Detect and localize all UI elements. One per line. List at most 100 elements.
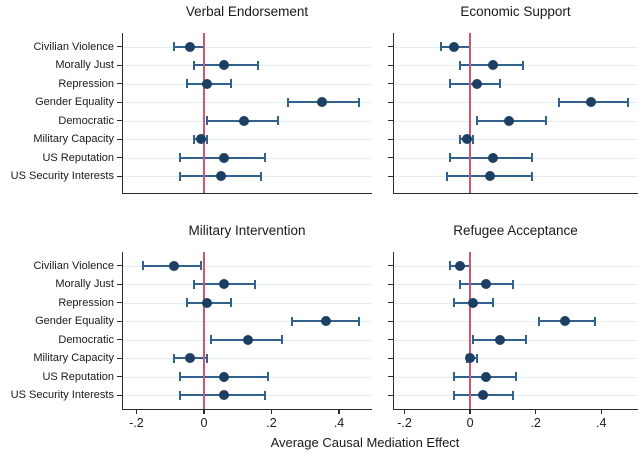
ci-cap-left — [472, 335, 475, 344]
point-estimate — [219, 279, 230, 289]
ci-cap-right — [524, 335, 527, 344]
point-estimate — [185, 353, 196, 363]
ci-cap-left — [537, 316, 540, 326]
point-estimate — [195, 134, 206, 144]
y-axis-tick — [117, 283, 122, 285]
ci-cap-left — [459, 279, 462, 289]
ci-cap-left — [179, 153, 182, 162]
ci-cap-left — [452, 298, 455, 307]
ci-cap-left — [206, 116, 209, 125]
category-label: Gender Equality — [35, 315, 114, 327]
y-axis-tick — [117, 357, 122, 359]
x-axis-tick — [600, 409, 602, 414]
x-axis-tick — [203, 409, 205, 414]
y-axis-tick — [388, 120, 393, 122]
y-axis-tick — [117, 376, 122, 378]
gridline — [123, 83, 372, 85]
ci-cap-right — [280, 335, 283, 344]
ci-cap-right — [492, 298, 495, 307]
ci-cap-right — [206, 134, 209, 144]
point-estimate — [478, 390, 489, 400]
gridline — [123, 302, 372, 304]
point-estimate — [468, 297, 479, 308]
category-label: Civilian Violence — [33, 40, 114, 53]
panel-title-refugee-acceptance: Refugee Acceptance — [453, 223, 578, 238]
y-axis-tick — [117, 64, 122, 66]
point-estimate — [219, 152, 230, 163]
point-estimate — [488, 152, 499, 163]
gridline — [123, 358, 372, 359]
point-estimate — [586, 97, 597, 107]
ci-cap-left — [172, 353, 175, 363]
gridline — [394, 102, 638, 103]
category-label: US Security Interests — [10, 170, 114, 182]
panel-title-verbal-endorsement: Verbal Endorsement — [185, 4, 309, 19]
y-axis-tick — [388, 283, 393, 285]
panel-verbal-endorsement — [117, 33, 372, 194]
y-axis-tick — [388, 138, 393, 140]
point-estimate — [481, 371, 492, 382]
y-axis-tick — [388, 265, 393, 267]
point-estimate — [461, 134, 472, 144]
y-axis-tick — [117, 46, 122, 48]
category-label: Morally Just — [55, 59, 114, 71]
ci-cap-right — [229, 79, 232, 88]
ci-cap-right — [263, 390, 266, 400]
ci-cap-right — [206, 353, 209, 363]
zero-reference-line — [469, 33, 472, 193]
x-axis-tick — [534, 409, 537, 414]
point-estimate — [202, 297, 213, 308]
gridline — [123, 321, 372, 322]
ci-cap-right — [521, 60, 524, 70]
ci-cap-left — [179, 372, 182, 381]
gridline — [123, 265, 372, 267]
ci-cap-left — [449, 261, 452, 270]
y-axis-tick — [388, 357, 393, 359]
ci-cap-right — [475, 353, 478, 363]
point-estimate — [185, 41, 196, 52]
category-label: US Reputation — [42, 370, 114, 383]
zero-reference-line — [202, 252, 205, 409]
y-axis-tick — [117, 320, 122, 322]
ci-cap-right — [358, 316, 361, 326]
gridline — [394, 395, 638, 396]
category-label: US Reputation — [42, 151, 114, 164]
ci-cap-left — [179, 171, 182, 181]
ci-cap-left — [452, 390, 455, 400]
y-axis-tick — [117, 157, 122, 159]
ci-cap-right — [199, 261, 202, 270]
point-estimate — [219, 60, 230, 70]
y-axis-tick — [388, 101, 393, 103]
ci-cap-left — [192, 134, 195, 144]
x-tick-label: .4 — [596, 416, 607, 430]
ci-cap-left — [449, 79, 452, 88]
ci-cap-left — [172, 42, 175, 51]
ci-cap-right — [472, 134, 475, 144]
y-axis-tick — [388, 83, 393, 85]
point-estimate — [494, 334, 505, 345]
ci-cap-right — [498, 79, 501, 88]
y-axis-tick — [388, 376, 393, 378]
point-estimate — [202, 78, 213, 89]
panel-title-military-intervention: Military Intervention — [188, 223, 306, 238]
ci-cap-right — [229, 298, 232, 307]
ci-cap-left — [446, 171, 449, 181]
ci-cap-left — [287, 97, 290, 107]
gridline — [394, 46, 638, 48]
ci-cap-right — [256, 60, 259, 70]
ci-cap-left — [192, 60, 195, 70]
point-estimate — [484, 171, 495, 181]
y-axis-tick — [117, 394, 122, 396]
category-label: Civilian Violence — [33, 259, 114, 272]
x-axis-label: Average Causal Mediation Effect — [270, 435, 460, 450]
y-axis-tick — [388, 175, 393, 177]
panel-military-intervention: -.2 0 .2 .4 — [117, 252, 372, 430]
y-axis-line — [393, 252, 395, 409]
x-tick-label: -.2 — [129, 416, 144, 430]
ci-cap-right — [531, 153, 534, 162]
category-label: Democratic — [58, 333, 114, 346]
ci-cap-right — [514, 372, 517, 381]
point-estimate — [471, 78, 482, 89]
gridline — [394, 284, 638, 285]
